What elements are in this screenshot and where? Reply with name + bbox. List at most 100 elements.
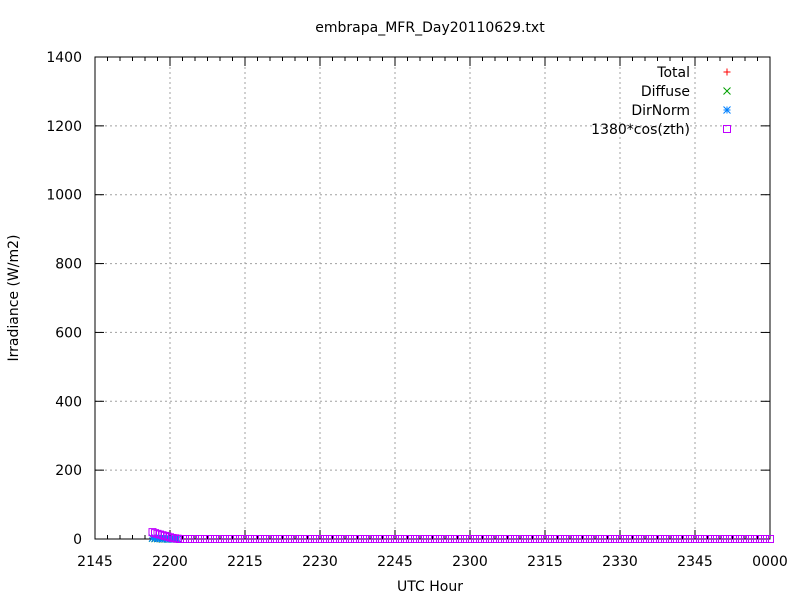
data-point [616,535,624,543]
data-point [176,535,184,543]
series-3 [148,528,774,543]
data-point [396,535,404,543]
data-point [611,535,619,543]
data-point [346,535,354,543]
y-axis-label: Irradiance (W/m2) [6,235,22,362]
data-point [646,535,654,543]
data-point [341,535,349,543]
data-point [631,535,639,543]
data-point [506,535,514,543]
data-point [416,535,424,543]
data-point [391,535,399,543]
data-point [531,535,539,543]
data-point [621,535,629,543]
data-point [671,535,679,543]
data-point [536,535,544,543]
data-point [241,535,249,543]
data-point [581,535,589,543]
data-point [696,535,704,543]
data-point [301,535,309,543]
data-point [651,535,659,543]
data-point [576,535,584,543]
data-point [456,535,464,543]
data-point [201,535,209,543]
data-point [636,535,644,543]
data-point [291,535,299,543]
data-point [766,535,774,543]
data-points [148,528,774,543]
data-point [661,535,669,543]
x-tick-label: 2200 [152,554,188,570]
x-tick-label: 0000 [752,554,788,570]
data-point [206,535,214,543]
x-tick-label: 2300 [452,554,488,570]
data-point [551,535,559,543]
data-point [736,535,744,543]
y-tick-label: 1200 [46,119,82,135]
data-point [331,535,339,543]
data-point [306,535,314,543]
data-point [221,535,229,543]
data-point [601,535,609,543]
data-point [231,535,239,543]
data-point [686,535,694,543]
y-tick-label: 600 [55,325,82,341]
data-point [566,535,574,543]
data-point [726,535,734,543]
data-point [311,535,319,543]
x-tick-label: 2315 [527,554,563,570]
data-point [511,535,519,543]
data-point [591,535,599,543]
data-point [586,535,594,543]
data-point [186,535,194,543]
legend-marker [723,68,731,76]
data-point [741,535,749,543]
data-point [286,535,294,543]
data-point [173,535,182,543]
data-point [366,535,374,543]
data-point [471,535,479,543]
data-point [266,535,274,543]
data-point [441,535,449,543]
data-point [706,535,714,543]
data-point [361,535,369,543]
x-tick-label: 2215 [227,554,263,570]
data-point [476,535,484,543]
data-point [641,535,649,543]
data-point [261,535,269,543]
data-point [526,535,534,543]
data-point [386,535,394,543]
legend-label: Total [656,65,690,81]
x-tick-labels: 2145 2200 2215 2230 2245 2300 2315 2330 2345 0000 [77,554,788,570]
legend-marker [723,87,731,95]
data-point [486,535,494,543]
data-point [251,535,259,543]
data-point [546,535,554,543]
data-point [756,535,764,543]
data-point [716,535,724,543]
y-tick-label: 800 [55,257,82,273]
chart-title: embrapa_MFR_Day20110629.txt [315,20,545,36]
y-tick-label: 200 [55,463,82,479]
data-point [431,535,439,543]
data-point [656,535,664,543]
data-point [561,535,569,543]
data-point [606,535,614,543]
data-point [326,535,334,543]
x-tick-label: 2230 [302,554,338,570]
data-point [236,535,244,543]
data-point [446,535,454,543]
data-point [316,535,324,543]
data-point [556,535,564,543]
data-point [681,535,689,543]
y-tick-labels: 0 200 400 600 800 1000 1200 1400 [46,50,82,548]
data-point [501,535,509,543]
data-point [371,535,379,543]
data-point [731,535,739,543]
data-point [626,535,634,543]
data-point [191,535,199,543]
data-point [701,535,709,543]
data-point [376,535,384,543]
